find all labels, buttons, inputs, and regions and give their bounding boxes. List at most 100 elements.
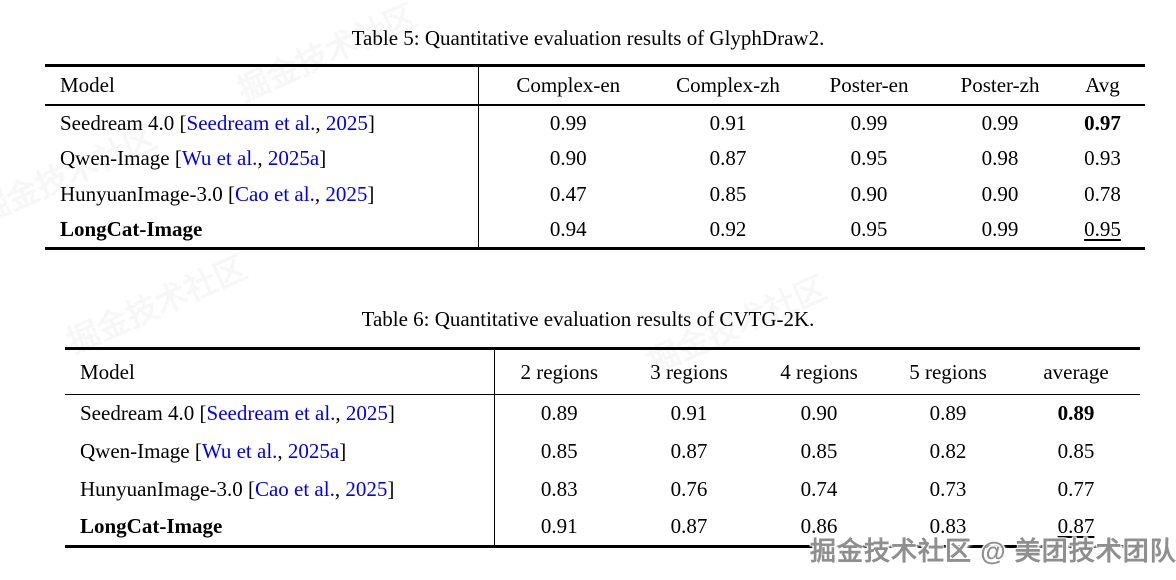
cell-value: 0.87 — [670, 439, 708, 463]
model-name-longcat-image: LongCat-Image — [45, 212, 479, 249]
citation-year-link[interactable]: 2025a — [267, 146, 320, 170]
model-name-hunyuanimage: HunyuanImage-3.0 [Cao et al., 2025] — [65, 470, 495, 509]
cite-bracket: [ — [174, 146, 182, 170]
cell-value: 0.85 — [800, 439, 838, 463]
table-row: Qwen-Image [Wu et al., 2025a] 0.90 0.87 … — [45, 140, 1145, 177]
cell-value: 0.98 — [981, 146, 1019, 170]
table6-caption: Table 6: Quantitative evaluation results… — [361, 307, 815, 331]
cell-value: 0.73 — [929, 477, 967, 501]
cell-value: 0.91 — [540, 514, 578, 539]
table5-header-complex-en: Complex-en — [478, 65, 658, 106]
table-row: HunyuanImage-3.0 [Cao et al., 2025] 0.47… — [45, 176, 1145, 213]
model-label: LongCat-Image — [80, 514, 223, 539]
table5-header-avg: Avg — [1060, 65, 1145, 106]
table5-header-model: Model — [45, 65, 479, 106]
background-watermark: 掘金技术社区 — [61, 249, 252, 361]
cell-value: 0.94 — [549, 217, 587, 242]
cite-sep: , — [257, 146, 268, 170]
model-label: LongCat-Image — [60, 217, 203, 242]
model-name-qwen-image: Qwen-Image [Wu et al., 2025a] — [45, 140, 479, 177]
citation-link[interactable]: Cao et al. — [234, 182, 315, 206]
cite-bracket: [ — [194, 439, 202, 463]
cell-value: 0.99 — [981, 217, 1019, 242]
citation-link[interactable]: Wu et al. — [201, 439, 278, 463]
juejin-meituan-watermark: 掘金技术社区 @ 美团技术团队 — [810, 536, 1176, 566]
cite-sep: , — [315, 110, 326, 135]
model-name-seedream: Seedream 4.0 [Seedream et al., 2025] — [65, 394, 495, 433]
model-label: Qwen-Image — [60, 146, 175, 170]
cite-sep: , — [335, 401, 346, 426]
cite-bracket: ] — [387, 477, 395, 501]
cell-value: 0.90 — [800, 401, 838, 426]
cell-value: 0.93 — [1084, 146, 1121, 170]
table-row: Seedream 4.0 [Seedream et al., 2025] 0.8… — [65, 394, 1140, 433]
model-name-seedream: Seedream 4.0 [Seedream et al., 2025] — [45, 104, 479, 141]
cell-value: 0.91 — [670, 401, 708, 426]
cite-bracket: [ — [247, 477, 255, 501]
model-label: Seedream 4.0 — [60, 110, 180, 135]
model-label: HunyuanImage-3.0 — [80, 477, 248, 501]
cell-value: 0.77 — [1057, 477, 1095, 501]
cell-value: 0.95 — [850, 146, 888, 170]
cell-value-second-best: 0.95 — [1084, 217, 1121, 242]
table-row: HunyuanImage-3.0 [Cao et al., 2025] 0.83… — [65, 470, 1140, 509]
cell-value: 0.90 — [549, 146, 587, 170]
citation-link[interactable]: Wu et al. — [181, 146, 258, 170]
table-row: Qwen-Image [Wu et al., 2025a] 0.85 0.87 … — [65, 432, 1140, 471]
model-name-longcat-image: LongCat-Image — [65, 508, 495, 547]
table6-header-model: Model — [65, 348, 495, 395]
table6-header-average: average — [1012, 348, 1140, 395]
cite-bracket: ] — [367, 182, 375, 206]
cite-bracket: ] — [367, 110, 375, 135]
model-label: Seedream 4.0 — [80, 401, 200, 426]
cell-value: 0.89 — [929, 401, 967, 426]
citation-year-link[interactable]: 2025 — [345, 401, 388, 426]
citation-year-link[interactable]: 2025 — [325, 110, 368, 135]
cell-value: 0.83 — [540, 477, 578, 501]
table-row: Seedream 4.0 [Seedream et al., 2025] 0.9… — [45, 104, 1145, 141]
cell-value: 0.47 — [549, 182, 587, 206]
table-row: LongCat-Image 0.94 0.92 0.95 0.99 0.95 — [45, 212, 1145, 249]
cell-value: 0.95 — [850, 217, 888, 242]
model-name-hunyuanimage: HunyuanImage-3.0 [Cao et al., 2025] — [45, 176, 479, 213]
cell-value-best: 0.97 — [1084, 110, 1121, 135]
model-label: Qwen-Image — [80, 439, 195, 463]
cite-bracket: [ — [227, 182, 235, 206]
cite-bracket: [ — [199, 401, 207, 426]
cell-value: 0.99 — [981, 110, 1019, 135]
cell-value: 0.74 — [800, 477, 838, 501]
cell-value: 0.92 — [709, 217, 747, 242]
cell-value: 0.99 — [850, 110, 888, 135]
cell-value: 0.83 — [929, 514, 967, 539]
model-label: HunyuanImage-3.0 — [60, 182, 228, 206]
cell-value: 0.87 — [670, 514, 708, 539]
table6-header-3-regions: 3 regions — [624, 348, 754, 395]
citation-year-link[interactable]: 2025 — [325, 182, 368, 206]
cell-value-best: 0.89 — [1057, 401, 1095, 426]
table5-header-poster-en: Poster-en — [798, 65, 940, 106]
cell-value: 0.91 — [709, 110, 747, 135]
citation-link[interactable]: Seedream et al. — [186, 110, 316, 135]
cite-sep: , — [277, 439, 288, 463]
table-row: LongCat-Image 0.91 0.87 0.86 0.83 0.87 — [65, 508, 1140, 547]
cell-value: 0.86 — [800, 514, 838, 539]
table6-header-5-regions: 5 regions — [884, 348, 1012, 395]
citation-year-link[interactable]: 2025a — [287, 439, 340, 463]
cell-value-second-best: 0.87 — [1057, 514, 1095, 539]
table6-cvtg2k-results: Model 2 regions 3 regions 4 regions 5 re… — [65, 347, 1140, 548]
table5-header-complex-zh: Complex-zh — [658, 65, 798, 106]
cell-value: 0.82 — [929, 439, 967, 463]
cite-sep: , — [314, 182, 326, 206]
citation-link[interactable]: Seedream et al. — [206, 401, 336, 426]
cell-value: 0.90 — [850, 182, 888, 206]
citation-link[interactable]: Cao et al. — [254, 477, 335, 501]
cell-value: 0.78 — [1084, 182, 1121, 206]
cell-value: 0.87 — [709, 146, 747, 170]
cell-value: 0.76 — [670, 477, 708, 501]
table6-header-4-regions: 4 regions — [754, 348, 884, 395]
cite-bracket: [ — [179, 110, 187, 135]
cite-sep: , — [334, 477, 346, 501]
cell-value: 0.85 — [1057, 439, 1095, 463]
table5-caption: Table 5: Quantitative evaluation results… — [351, 26, 825, 50]
citation-year-link[interactable]: 2025 — [345, 477, 388, 501]
